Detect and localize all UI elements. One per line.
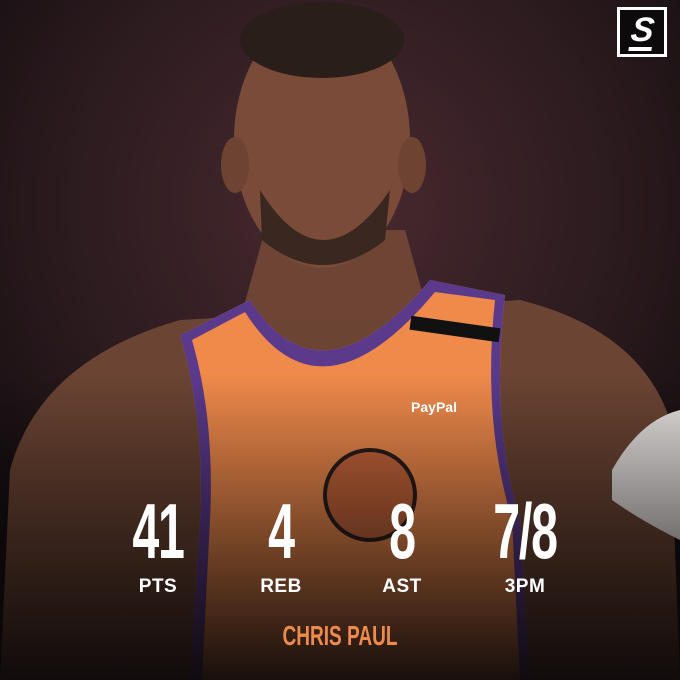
stat-label: 3PM xyxy=(504,576,546,597)
stat-three-pointers: 7/8 3PM xyxy=(465,492,585,598)
player-name: CHRIS PAUL xyxy=(282,620,398,651)
stat-label: PTS xyxy=(138,576,178,597)
sponsor-logo: PayPal xyxy=(411,399,457,415)
stat-rebounds: 4 REB xyxy=(221,492,341,598)
brand-logo: S xyxy=(617,7,667,57)
stat-value: 41 xyxy=(132,487,185,575)
stat-label: REB xyxy=(260,576,302,597)
stat-label: AST xyxy=(382,576,422,597)
stat-value: 7/8 xyxy=(493,487,558,575)
stat-points: 41 PTS xyxy=(98,492,218,598)
stat-value: 8 xyxy=(389,487,416,575)
stat-value: 4 xyxy=(268,487,295,575)
stat-assists: 8 AST xyxy=(342,492,462,598)
